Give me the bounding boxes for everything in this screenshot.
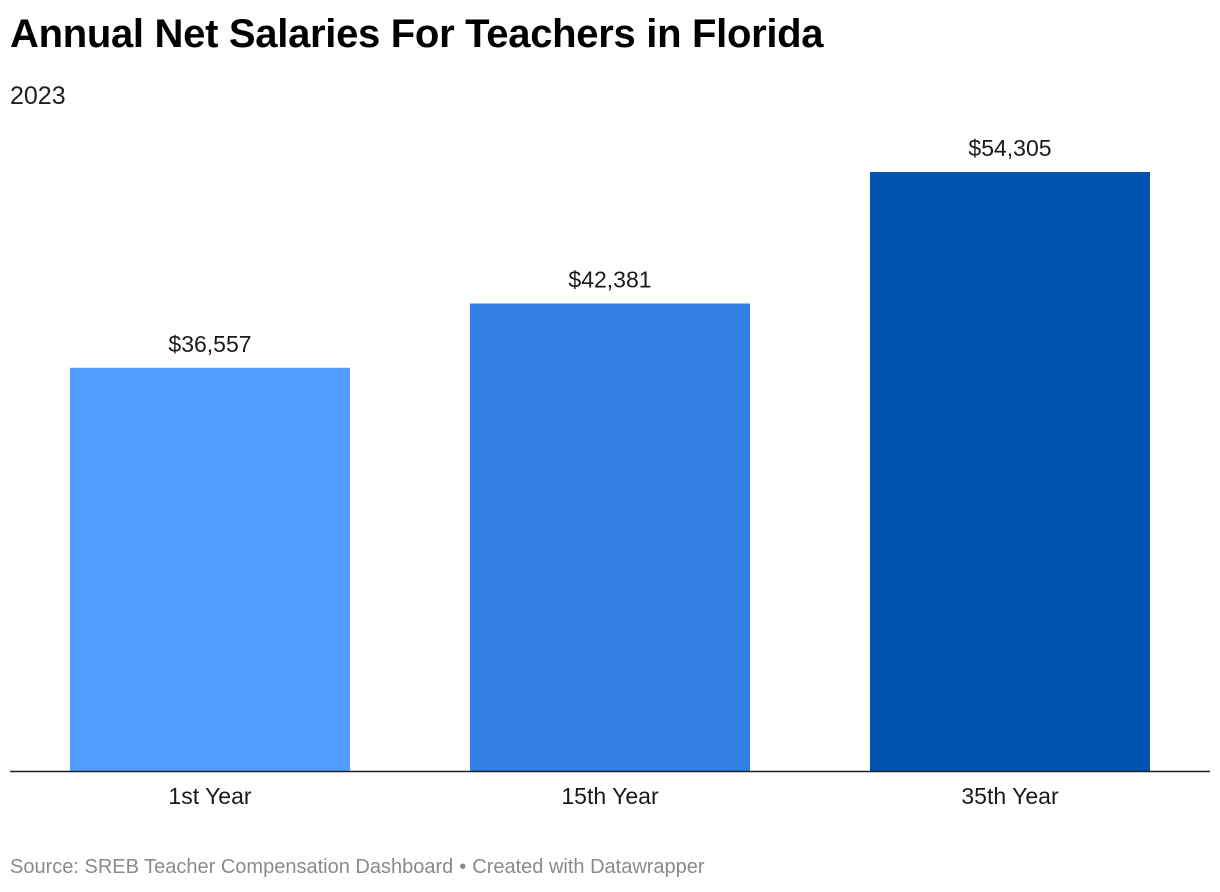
footer-separator: • <box>459 856 467 878</box>
x-tick-label-15th-year: 15th Year <box>561 783 659 809</box>
chart-footer: Source: SREB Teacher Compensation Dashbo… <box>10 856 705 879</box>
source-prefix: Source: <box>10 856 79 878</box>
chart-subtitle: 2023 <box>10 82 66 110</box>
bar-15th-year <box>470 303 750 771</box>
value-label-15th-year: $42,381 <box>568 267 651 293</box>
value-labels-group: $36,557 $42,381 $54,305 <box>168 135 1051 357</box>
bar-1st-year <box>70 367 350 771</box>
source-text: SREB Teacher Compensation Dashboard <box>84 856 454 878</box>
value-label-1st-year: $36,557 <box>168 331 251 357</box>
bars-group <box>70 172 1150 771</box>
chart-title: Annual Net Salaries For Teachers in Flor… <box>10 12 824 56</box>
bar-35th-year <box>870 172 1150 771</box>
x-tick-label-1st-year: 1st Year <box>168 783 251 809</box>
credit-text: Created with Datawrapper <box>472 856 705 878</box>
value-label-35th-year: $54,305 <box>968 135 1051 161</box>
x-tick-labels-group: 1st Year 15th Year 35th Year <box>168 783 1059 809</box>
x-tick-label-35th-year: 35th Year <box>961 783 1059 809</box>
